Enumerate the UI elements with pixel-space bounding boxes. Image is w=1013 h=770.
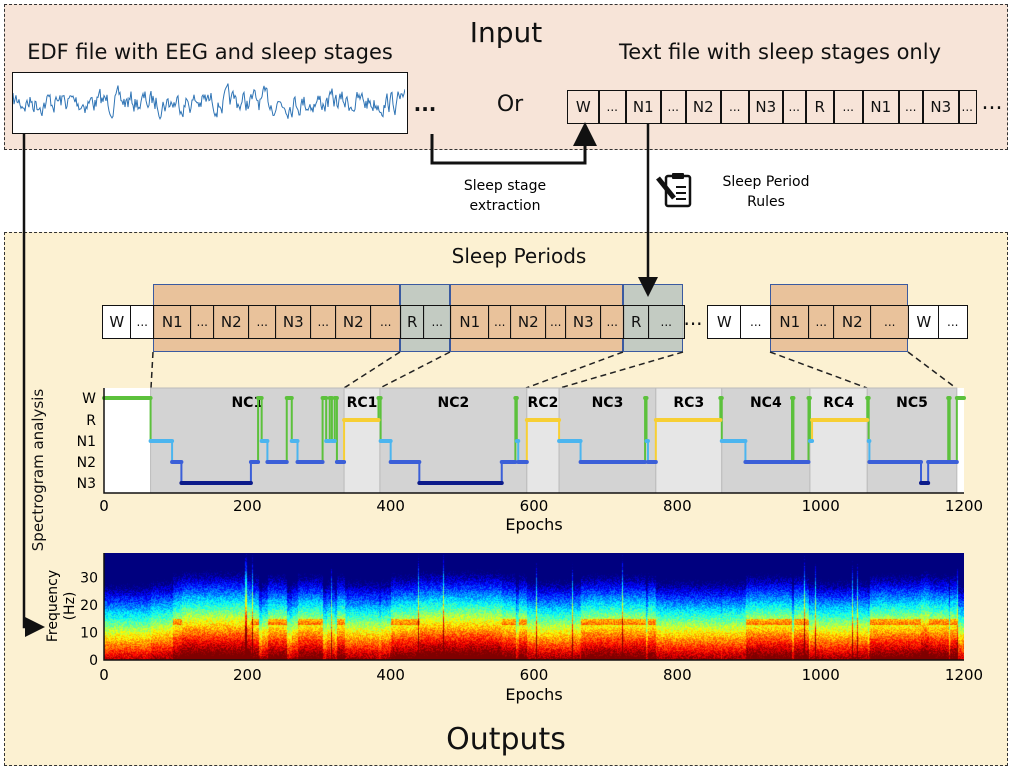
x-axis-label: Epochs [505, 515, 562, 534]
hypnogram-axes [103, 388, 964, 494]
text-file-cell: N3 [748, 90, 784, 124]
x-tick-label: 800 [663, 497, 692, 515]
sleep-period-cell: N2 [833, 305, 872, 339]
y-tick-label: N2 [77, 455, 96, 471]
cycle-label-RC3: RC3 [673, 395, 704, 411]
extraction-label-1: Sleep stage [464, 178, 546, 194]
x-tick-label: 0 [99, 497, 109, 515]
cycle-band-RC4 [809, 387, 868, 494]
x-axis-label: Epochs [505, 685, 562, 704]
text-file-cell: ... [958, 90, 977, 124]
sleep-period-cell: ... [938, 305, 968, 339]
text-file-cell: ... [720, 90, 750, 124]
hypnogram-chart: NC1 RC1 NC2 RC2 NC3 RC3 NC4 RC4 NC5 WR N1 N2 N30 200 4… [77, 387, 983, 534]
cycle-label-RC1: RC1 [347, 395, 378, 411]
text-file-cell: R [805, 90, 835, 124]
sleep-period-cell: ... [648, 305, 685, 339]
x-tick-label: 800 [663, 666, 692, 684]
x-tick-label: 1000 [802, 666, 840, 684]
cycle-label-NC5: NC5 [896, 395, 928, 411]
spectrogram-axes: 0 10 20 30 0 200 400 600 800 1000 1200 Epochs Freque… [45, 553, 983, 704]
sleep-period-cell: N2 [213, 305, 250, 339]
cycle-label-NC1: NC1 [231, 395, 263, 411]
sleep-period-cell: N3 [275, 305, 312, 339]
y-tick-label: W [82, 391, 96, 407]
freq-tick-label: 30 [80, 571, 98, 587]
text-file-label: Text file with sleep stages only [619, 40, 941, 64]
freq-tick-label: 20 [80, 598, 98, 614]
spectrogram-axis-lines [103, 553, 964, 661]
spectrogram-arrow [22, 134, 45, 637]
x-tick-label: 1000 [802, 497, 840, 515]
x-tick-label: 400 [376, 666, 405, 684]
text-file-cell: ... [833, 90, 864, 124]
freq-axis-label-2: (Hz) [62, 592, 78, 621]
x-tick-label: 600 [520, 497, 549, 515]
cycle-label-NC2: NC2 [438, 395, 470, 411]
text-file-cell: N3 [922, 90, 960, 124]
extraction-arrow [430, 122, 597, 165]
sleep-period-cell: N2 [510, 305, 547, 339]
y-tick-label: N1 [77, 434, 96, 450]
cycle-label-RC2: RC2 [528, 395, 559, 411]
cycle-band-NC1 [150, 387, 345, 494]
cycle-band-RC3 [655, 387, 723, 494]
cycle-label-RC4: RC4 [823, 395, 854, 411]
x-tick-label: 0 [99, 666, 109, 684]
eeg-ellipsis: ... [413, 92, 437, 116]
x-tick-label: 200 [233, 497, 262, 515]
text-file-cell: N1 [862, 90, 900, 124]
text-ellipsis: ... [981, 90, 1003, 115]
text-file-cell: N2 [685, 90, 722, 124]
x-tick-label: 400 [376, 497, 405, 515]
freq-tick-label: 0 [89, 653, 98, 669]
y-tick-label: N3 [77, 476, 96, 492]
text-file-cell: ... [782, 90, 807, 124]
text-file-cell: ... [598, 90, 627, 124]
extraction-label-2: extraction [470, 198, 541, 214]
sleep-period-cell: N1 [770, 305, 810, 339]
cycle-label-NC4: NC4 [750, 395, 782, 411]
sleep-periods-title: Sleep Periods [451, 244, 587, 268]
period-gap-ellipsis: ... [683, 306, 703, 330]
text-file-cell: N1 [625, 90, 662, 124]
spectrogram-heatmap [104, 553, 964, 660]
freq-tick-label: 10 [80, 626, 98, 642]
freq-axis-label-1: Frequency [45, 570, 61, 642]
zoom-dashes [150, 351, 957, 389]
sleep-period-cell: ... [310, 305, 337, 339]
x-tick-label: 200 [233, 666, 262, 684]
clipboard-pencil-icon [656, 173, 692, 208]
sleep-period-cell: W [707, 305, 742, 339]
x-tick-label: 600 [520, 666, 549, 684]
sleep-period-cell: N1 [153, 305, 192, 339]
sleep-period-cell: ... [808, 305, 835, 339]
edf-label: EDF file with EEG and sleep stages [27, 40, 393, 64]
input-title: Input [469, 16, 543, 49]
sleep-period-cell: ... [600, 305, 625, 339]
text-file-cell: ... [660, 90, 687, 124]
sleep-period-cell: N3 [565, 305, 602, 339]
sleep-period-cell: ... [423, 305, 452, 339]
x-tick-label: 1200 [945, 666, 983, 684]
or-label: Or [496, 92, 524, 117]
rules-label-2: Rules [747, 194, 785, 210]
outputs-title: Outputs [446, 722, 566, 757]
eeg-signal [12, 83, 406, 121]
eeg-box [12, 72, 408, 134]
x-tick-label: 1200 [945, 497, 983, 515]
sleep-period-cell: ... [740, 305, 772, 339]
text-file-cell: ... [898, 90, 924, 124]
y-tick-label: R [86, 413, 96, 429]
cycle-label-NC3: NC3 [592, 395, 624, 411]
sleep-period-cell: W [908, 305, 940, 339]
rules-label-1: Sleep Period [723, 174, 810, 190]
